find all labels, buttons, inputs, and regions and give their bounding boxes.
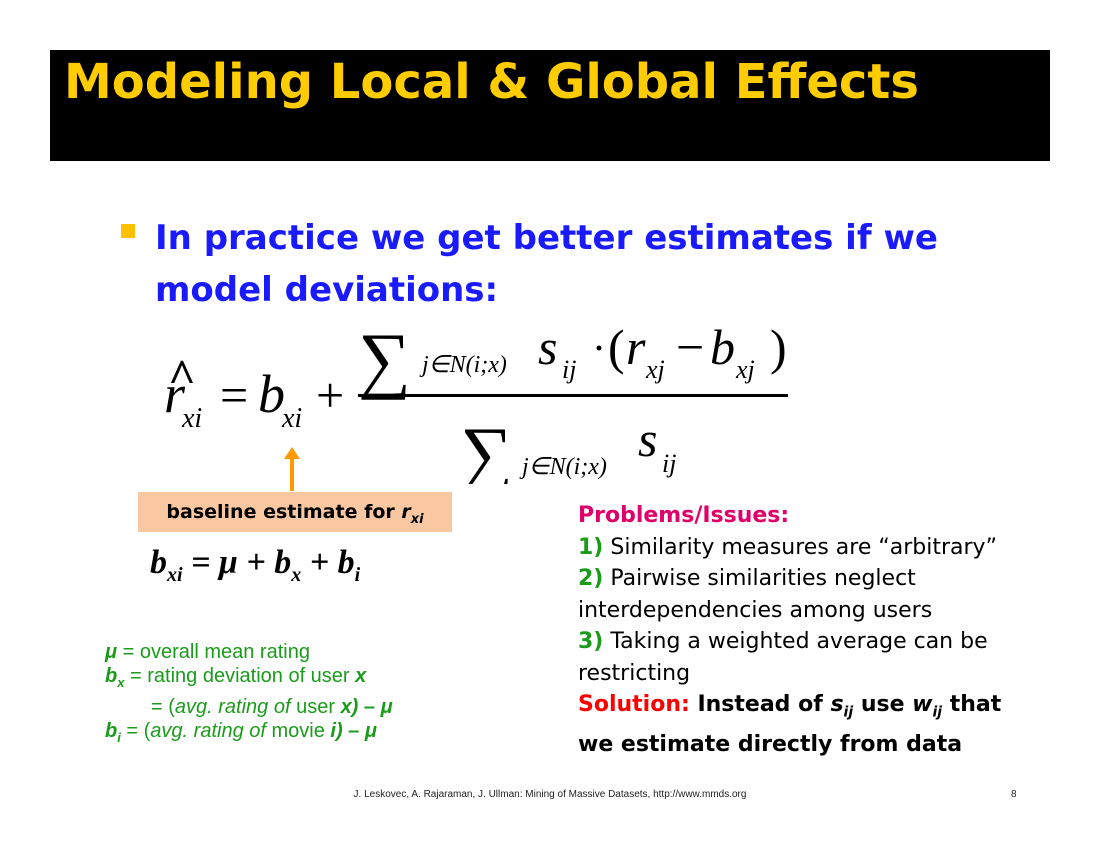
solution-label: Solution: bbox=[578, 692, 690, 717]
legend-bx-definition: = rating deviation of user bbox=[124, 665, 356, 687]
denominator-sum-index: j∈N(i;x) bbox=[519, 454, 607, 480]
legend-definitions: μ = overall mean rating bx = rating devi… bbox=[105, 640, 393, 750]
problem-2-text-b: interdependencies among users bbox=[578, 597, 933, 623]
problem-1-text: Similarity measures are “arbitrary” bbox=[603, 534, 997, 560]
problem-item-3: 3) Taking a weighted average can be bbox=[578, 626, 1048, 658]
legend-bi-def-b: avg. rating of bbox=[150, 720, 266, 742]
up-arrow-icon bbox=[284, 447, 300, 491]
legend-bi-sub: i bbox=[117, 730, 121, 745]
footer-citation: J. Leskovec, A. Rajaraman, J. Ullman: Mi… bbox=[353, 789, 747, 800]
solution-w-sub: ij bbox=[932, 704, 943, 721]
numerator-s-sub: ij bbox=[562, 355, 576, 384]
fraction-bar bbox=[358, 394, 788, 397]
formula-b: b bbox=[258, 364, 285, 424]
numerator-s: s bbox=[538, 319, 557, 375]
problems-heading: Problems/Issues: bbox=[578, 503, 790, 528]
solution-s: s bbox=[830, 692, 844, 717]
baseline-label-text: baseline estimate for bbox=[166, 501, 402, 523]
numerator-r: r bbox=[626, 319, 646, 375]
baseline-var: r bbox=[401, 501, 411, 523]
numerator-close-paren: ) bbox=[770, 319, 787, 375]
square-bullet-icon bbox=[121, 224, 135, 238]
problem-3-number: 3) bbox=[578, 629, 604, 654]
legend-bi-def-d: i) – μ bbox=[330, 720, 377, 742]
numerator-sum-index: j∈N(i;x) bbox=[419, 352, 507, 378]
legend-mu-symbol: μ bbox=[105, 641, 118, 663]
bformula-rest2: + bbox=[301, 544, 338, 581]
page-number: 8 bbox=[1011, 789, 1017, 800]
numerator-b: b bbox=[710, 319, 735, 375]
bullet-text: In practice we get better estimates if w… bbox=[155, 212, 945, 316]
bformula-bi-sub: i bbox=[354, 563, 361, 586]
problem-2-number: 2) bbox=[578, 566, 604, 591]
numerator-b-sub: xj bbox=[735, 355, 755, 384]
legend-bi-def-a: = ( bbox=[120, 720, 151, 742]
bformula-b: b bbox=[150, 544, 167, 581]
slide-title: Modeling Local & Global Effects bbox=[64, 54, 919, 110]
legend-bx-sub: x bbox=[117, 675, 125, 690]
legend-bi-def-c: movie bbox=[265, 720, 331, 742]
baseline-formula: bxi = μ + bx + bi bbox=[150, 544, 360, 587]
legend-bx-line2-b: avg. rating of bbox=[174, 696, 291, 718]
numerator-open-paren: ( bbox=[608, 319, 625, 375]
solution-s-sub: ij bbox=[843, 704, 854, 721]
solution-text-b: use bbox=[853, 692, 913, 717]
legend-mu: μ = overall mean rating bbox=[105, 640, 393, 664]
formula-equals: = bbox=[220, 367, 248, 423]
legend-bx-line2-d: x) – μ bbox=[340, 696, 393, 718]
formula-b-sub: xi bbox=[281, 403, 302, 434]
solution-line-2: we estimate directly from data bbox=[578, 731, 963, 757]
solution-w: w bbox=[912, 692, 933, 717]
legend-bx-line2-a: = ( bbox=[151, 696, 175, 718]
legend-bx: bx = rating deviation of user x bbox=[105, 664, 393, 695]
problem-3-text-a: Taking a weighted average can be bbox=[603, 629, 988, 654]
problem-3-text-b: restricting bbox=[578, 660, 691, 686]
legend-mu-definition: = overall mean rating bbox=[117, 641, 310, 663]
bformula-bx: b bbox=[274, 544, 292, 581]
denominator-sum: ∑ bbox=[460, 413, 513, 484]
title-bar bbox=[50, 50, 1050, 161]
legend-bi-symbol: b bbox=[105, 720, 118, 742]
formula-plus: + bbox=[316, 367, 344, 423]
formula-r-sub: xi bbox=[181, 403, 202, 434]
numerator-r-sub: xj bbox=[645, 355, 665, 384]
baseline-estimate-label: baseline estimate for rxi bbox=[138, 492, 452, 532]
legend-bx-symbol: b bbox=[105, 665, 118, 687]
bformula-bx-sub: x bbox=[291, 563, 302, 586]
numerator-dot: · bbox=[592, 326, 606, 372]
formula-r: r bbox=[164, 364, 186, 424]
bullet-line-1: In practice we get better estimates if w… bbox=[155, 218, 938, 258]
solution-text-a: Instead of bbox=[689, 692, 831, 717]
bullet-line-2: model deviations: bbox=[155, 270, 499, 310]
legend-bx-var: x bbox=[355, 665, 367, 687]
baseline-var-sub: xi bbox=[410, 511, 424, 527]
problem-item-2: 2) Pairwise similarities neglect bbox=[578, 563, 1048, 595]
bformula-b-sub: xi bbox=[167, 563, 183, 586]
solution-line-1: Solution: Instead of sij use wij that bbox=[578, 689, 1048, 729]
denominator-s: s bbox=[638, 411, 657, 467]
problems-panel: Problems/Issues: 1) Similarity measures … bbox=[578, 500, 1048, 760]
problem-1-number: 1) bbox=[578, 534, 604, 560]
denominator-s-sub: ij bbox=[662, 449, 676, 478]
formula-hat: ^ bbox=[168, 350, 196, 403]
problem-item-1: 1) Similarity measures are “arbitrary” bbox=[578, 532, 1048, 564]
legend-bi: bi = (avg. rating of movie i) – μ bbox=[105, 719, 393, 750]
numerator-minus: − bbox=[676, 319, 704, 375]
numerator-sum: ∑ bbox=[358, 319, 411, 401]
bformula-bi: b bbox=[337, 544, 355, 581]
legend-bx-line2-c: user bbox=[290, 696, 341, 718]
bformula-rest1: = μ + bbox=[182, 544, 275, 581]
problem-2-text-a: Pairwise similarities neglect bbox=[603, 566, 916, 591]
prediction-formula: ^ r xi = b xi + ∑ j∈N(i;x) s ij · ( r xj… bbox=[164, 319, 788, 484]
solution-text-c: that bbox=[942, 692, 1002, 717]
legend-bx-line2: = (avg. rating of user x) – μ bbox=[105, 695, 393, 719]
